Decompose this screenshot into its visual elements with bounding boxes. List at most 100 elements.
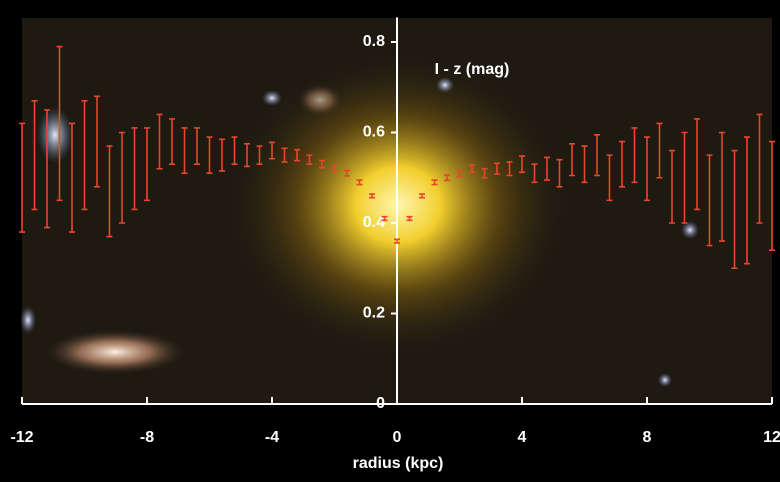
- x-tick-label: 0: [393, 429, 402, 446]
- error-bar-shape: [769, 140, 775, 251]
- error-bar-shape: [644, 136, 650, 202]
- error-bar: [131, 127, 138, 211]
- error-bar: [544, 156, 550, 181]
- error-bar-shape: [756, 113, 763, 224]
- error-bar: [731, 149, 738, 270]
- error-bar-shape: [19, 122, 25, 233]
- error-bar-shape: [444, 174, 450, 182]
- error-bar-shape: [694, 118, 700, 211]
- error-bar: [219, 138, 225, 172]
- error-bar: [694, 118, 700, 211]
- error-bar: [344, 169, 350, 177]
- error-bar-shape: [744, 136, 750, 265]
- error-bar-shape: [581, 145, 588, 184]
- error-bar: [394, 238, 400, 244]
- error-bar: [44, 109, 50, 229]
- error-bar-shape: [381, 215, 388, 222]
- x-tick-label: -8: [140, 429, 154, 446]
- error-bar-shape: [256, 145, 263, 165]
- error-bar: [281, 147, 288, 163]
- error-bar-shape: [506, 161, 513, 177]
- error-bar: [656, 122, 663, 179]
- error-bar: [756, 113, 763, 224]
- error-bar: [419, 193, 425, 199]
- error-bar-shape: [281, 147, 288, 163]
- error-bar: [506, 161, 513, 177]
- error-bar-shape: [206, 136, 213, 175]
- error-bar-shape: [519, 155, 525, 174]
- error-bar-shape: [656, 122, 663, 179]
- error-bar: [81, 100, 88, 211]
- error-bar-shape: [331, 164, 338, 173]
- error-bar: [569, 143, 575, 177]
- error-bar-shape: [69, 122, 75, 233]
- error-bar-shape: [219, 138, 225, 172]
- error-bar-shape: [406, 215, 413, 222]
- error-bar-shape: [569, 143, 575, 177]
- error-bar-shape: [194, 127, 200, 165]
- error-bar: [244, 143, 250, 168]
- error-bar: [594, 133, 600, 177]
- error-bar-shape: [531, 163, 538, 184]
- y-tick-label: 0.8: [363, 33, 385, 50]
- x-tick-label: -4: [265, 429, 279, 446]
- x-tick-label: 4: [518, 429, 527, 446]
- error-bar: [644, 136, 650, 202]
- error-bar: [706, 154, 713, 247]
- error-bar: [406, 215, 413, 222]
- error-bar-shape: [94, 95, 100, 188]
- error-bar-shape: [706, 154, 713, 247]
- error-bar-shape: [119, 131, 125, 224]
- error-bar: [744, 136, 750, 265]
- error-bar: [669, 149, 675, 224]
- error-bar-shape: [344, 169, 350, 177]
- error-bar-shape: [56, 45, 63, 202]
- error-bar-shape: [81, 100, 88, 211]
- error-bar: [331, 164, 338, 173]
- error-bar: [31, 100, 38, 211]
- error-bar: [231, 136, 238, 165]
- error-bar: [606, 154, 613, 202]
- error-bar: [444, 174, 450, 182]
- error-bar: [181, 127, 188, 175]
- error-bar: [719, 131, 725, 242]
- error-bar: [431, 179, 438, 186]
- error-bar: [369, 193, 375, 199]
- error-bar: [469, 164, 475, 174]
- error-bar-shape: [544, 156, 550, 181]
- error-bar-shape: [594, 133, 600, 177]
- x-tick-label: 8: [643, 429, 652, 446]
- error-bar: [106, 145, 113, 238]
- error-bar-shape: [294, 148, 300, 162]
- error-bar: [769, 140, 775, 251]
- annotation: I - z (mag): [435, 61, 510, 78]
- error-bar: [94, 95, 100, 188]
- error-bar-shape: [131, 127, 138, 211]
- error-bar: [519, 155, 525, 174]
- y-tick-label: 0.6: [363, 124, 385, 141]
- error-bar: [356, 179, 363, 186]
- error-bar-shape: [719, 131, 725, 242]
- error-bar: [169, 118, 175, 165]
- error-bar: [294, 148, 300, 162]
- error-bar: [619, 140, 625, 188]
- error-bar: [56, 45, 63, 202]
- error-bar-shape: [469, 164, 475, 174]
- error-bar-shape: [169, 118, 175, 165]
- error-bar-shape: [731, 149, 738, 270]
- error-bar: [494, 162, 500, 175]
- error-bar-shape: [181, 127, 188, 175]
- error-bar: [381, 215, 388, 222]
- error-bar-shape: [231, 136, 238, 165]
- error-bar-shape: [369, 193, 375, 199]
- error-bar-shape: [481, 167, 488, 179]
- error-bar: [581, 145, 588, 184]
- error-bar-shape: [606, 154, 613, 202]
- error-bar-shape: [556, 158, 563, 188]
- error-bar: [269, 141, 275, 160]
- error-bar-shape: [106, 145, 113, 238]
- error-bar-shape: [681, 131, 688, 224]
- error-bar-shape: [269, 141, 275, 160]
- error-bar-shape: [619, 140, 625, 188]
- error-bar-shape: [456, 169, 463, 178]
